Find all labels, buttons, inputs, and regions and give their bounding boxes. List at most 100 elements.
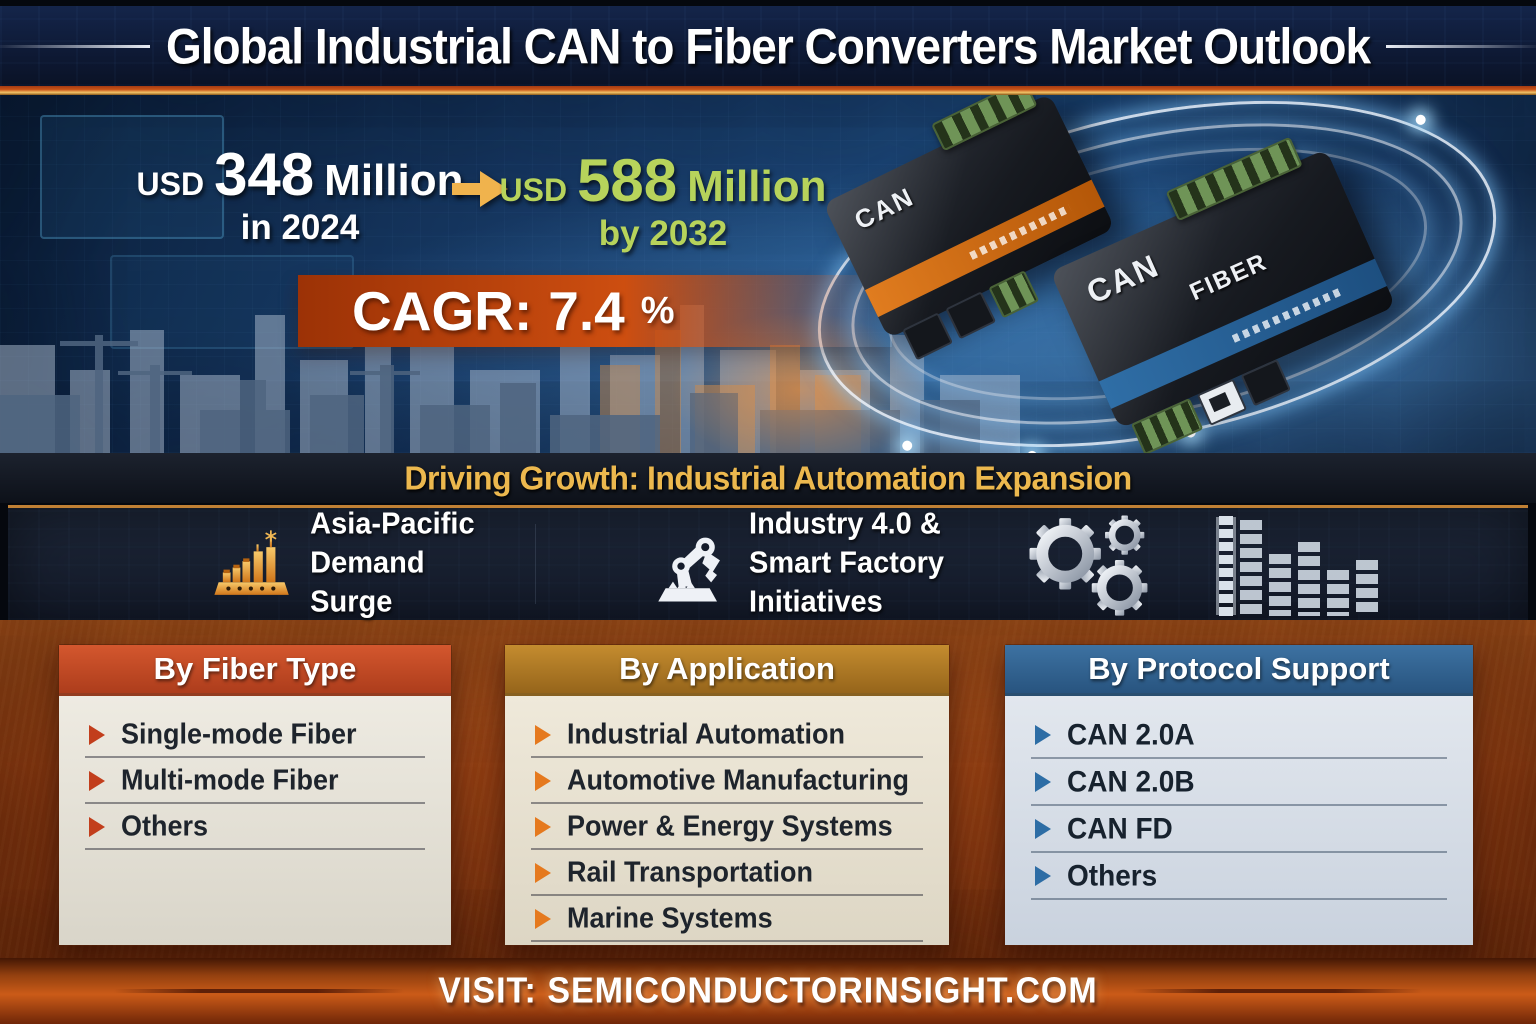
light-dot: [901, 439, 914, 452]
bullet-triangle-icon: [89, 816, 105, 837]
growth-heading-band: Driving Growth: Industrial Automation Ex…: [0, 453, 1536, 503]
bullet-triangle-icon: [89, 724, 105, 745]
page-title: Global Industrial CAN to Fiber Converter…: [165, 17, 1371, 75]
hero-section: USD 348 Million in 2024 USD 588 Million …: [0, 95, 1536, 453]
growth-heading: Driving Growth: Industrial Automation Ex…: [404, 458, 1132, 497]
device-label: CAN: [1081, 247, 1165, 311]
item-label: Automotive Manufacturing: [567, 764, 909, 796]
item-label: Others: [1067, 859, 1158, 892]
website-url: VISIT: SEMICONDUCTORINSIGHT.COM: [438, 970, 1098, 1011]
list-item: CAN 2.0A: [1031, 712, 1447, 759]
list-item: CAN 2.0B: [1031, 759, 1447, 806]
driver-text: Asia-Pacific Demand Surge: [310, 506, 474, 623]
device-label: FIBER: [1185, 248, 1272, 307]
panel-body: Industrial Automation Automotive Manufac…: [505, 696, 949, 945]
item-label: Marine Systems: [567, 902, 773, 934]
item-label: CAN 2.0A: [1067, 718, 1195, 751]
cagr-banner: CAGR: 7.4 %: [298, 275, 892, 347]
arrow-right-icon: [452, 171, 508, 207]
equalizer-bar: [1327, 570, 1349, 616]
circuit-texture: [0, 6, 1536, 86]
bullet-triangle-icon: [1035, 819, 1051, 839]
equalizer-bar: [1356, 560, 1378, 616]
equalizer-bar: [1269, 554, 1291, 616]
title-rule-left: [0, 44, 150, 48]
driver-line: Industry 4.0 &: [749, 507, 941, 542]
footer-rule-left: [114, 989, 405, 993]
cagr-value: 7.4: [548, 280, 625, 342]
decor-icons: [1021, 512, 1378, 616]
period-label: in 2024: [240, 208, 360, 247]
panel-by-protocol-support: By Protocol Support CAN 2.0A CAN 2.0B CA…: [1004, 644, 1474, 946]
item-label: Rail Transportation: [567, 856, 814, 888]
driver-line: Asia-Pacific: [310, 507, 475, 542]
market-value: 348: [214, 141, 315, 208]
list-item: Rail Transportation: [531, 850, 923, 896]
driver-line: Smart Factory Initiatives: [749, 546, 945, 620]
panel-by-fiber-type: By Fiber Type Single-mode Fiber Multi-mo…: [58, 644, 452, 946]
currency-label: USD: [499, 172, 568, 208]
factory-towers-icon: [214, 530, 289, 595]
footer-rule-right: [1131, 989, 1422, 993]
list-item: Automotive Manufacturing: [531, 758, 923, 804]
cagr-label: CAGR:: [352, 280, 533, 342]
list-item: Marine Systems: [531, 896, 923, 942]
light-dot: [1414, 113, 1427, 126]
gold-divider: [0, 86, 1536, 95]
list-item: Multi-mode Fiber: [85, 758, 425, 804]
driver-asia-pacific: Asia-Pacific Demand Surge: [213, 508, 475, 619]
period-label: by 2032: [598, 214, 728, 253]
item-label: Multi-mode Fiber: [121, 764, 339, 796]
robot-arm-icon: [658, 537, 721, 602]
unit-label: Million: [324, 156, 464, 205]
item-label: CAN 2.0B: [1067, 765, 1195, 798]
bullet-triangle-icon: [1035, 772, 1051, 792]
item-label: CAN FD: [1067, 812, 1173, 845]
list-item: CAN FD: [1031, 806, 1447, 853]
bullet-triangle-icon: [535, 908, 551, 929]
item-label: Power & Energy Systems: [567, 810, 893, 842]
market-value-2032: USD 588 Million by 2032: [468, 151, 858, 254]
equalizer-pole: [1219, 516, 1233, 616]
circuit-block: [40, 115, 224, 239]
footer-banner: VISIT: SEMICONDUCTORINSIGHT.COM: [0, 958, 1536, 1024]
bullet-triangle-icon: [535, 816, 551, 837]
list-item: Others: [1031, 853, 1447, 900]
item-label: Single-mode Fiber: [121, 718, 357, 750]
market-value: 588: [577, 147, 678, 214]
bullet-triangle-icon: [535, 724, 551, 745]
list-item: Others: [85, 804, 425, 850]
driver-text: Industry 4.0 & Smart Factory Initiatives: [749, 506, 1021, 623]
currency-label: USD: [136, 166, 205, 202]
gears-icon: [1029, 515, 1148, 616]
device-label: CAN: [849, 181, 919, 236]
title-rule-right: [1386, 44, 1536, 48]
item-label: Industrial Automation: [567, 718, 845, 750]
list-item: Power & Energy Systems: [531, 804, 923, 850]
bullet-triangle-icon: [89, 770, 105, 791]
bullet-triangle-icon: [1035, 866, 1051, 886]
bullet-triangle-icon: [535, 862, 551, 883]
light-dot: [1026, 450, 1039, 453]
panel-title: By Fiber Type: [59, 645, 451, 696]
market-value-2024: USD 348 Million in 2024: [100, 145, 500, 248]
equalizer-bars-icon: [1219, 516, 1378, 616]
panel-by-application: By Application Industrial Automation Aut…: [504, 644, 950, 946]
bullet-triangle-icon: [535, 770, 551, 791]
title-band: Global Industrial CAN to Fiber Converter…: [0, 6, 1536, 86]
equalizer-bar: [1240, 520, 1262, 616]
list-item: Industrial Automation: [531, 712, 923, 758]
unit-label: Million: [687, 162, 827, 211]
growth-drivers-band: Asia-Pacific Demand Surge Industry 4.: [8, 505, 1528, 623]
panel-body: Single-mode Fiber Multi-mode Fiber Other…: [59, 696, 451, 945]
segmentation-section: By Fiber Type Single-mode Fiber Multi-mo…: [0, 620, 1536, 960]
vertical-divider: [534, 524, 537, 604]
item-label: Others: [121, 810, 209, 842]
driver-line: Demand Surge: [310, 546, 425, 620]
panel-title: By Application: [505, 645, 949, 696]
panel-title: By Protocol Support: [1005, 645, 1473, 696]
panel-body: CAN 2.0A CAN 2.0B CAN FD Others: [1005, 696, 1473, 945]
equalizer-bar: [1298, 542, 1320, 616]
driver-industry-4-0: Industry 4.0 & Smart Factory Initiatives: [648, 508, 1021, 619]
